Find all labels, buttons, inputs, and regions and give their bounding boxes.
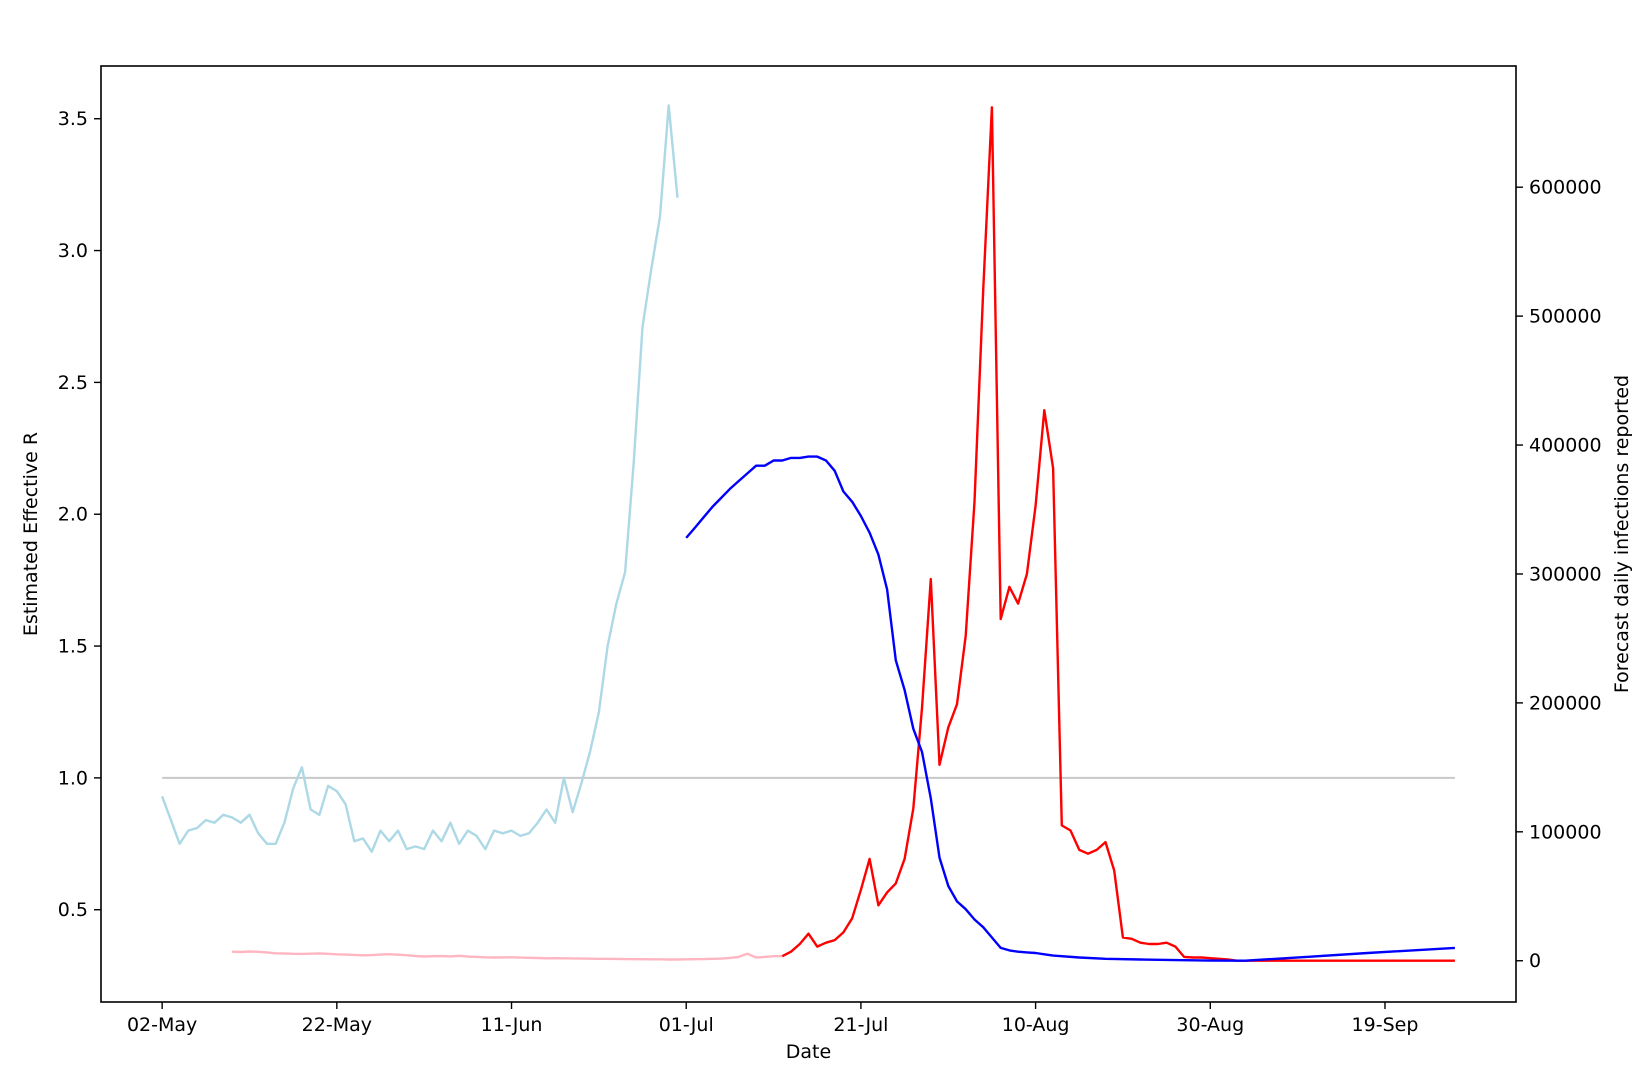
y-axis-left: 0.5 1.0 1.5 2.0 2.5 3.0 3.5 [58, 108, 101, 921]
y-right-tick-label: 500000 [1529, 306, 1602, 328]
x-axis: 02-May 22-May 11-Jun 01-Jul 21-Jul 10-Aug 30-A… [127, 1002, 1418, 1036]
y-left-tick-label: 3.0 [58, 240, 88, 262]
x-tick-label: 22-May [302, 1014, 372, 1036]
y-axis-right-label: Forecast daily infections reported [1611, 375, 1633, 693]
series-line-0 [160, 104, 679, 853]
series-layer [160, 104, 1455, 962]
y-left-tick-label: 1.5 [58, 636, 88, 658]
x-tick-label: 10-Aug [1002, 1014, 1070, 1036]
y-left-tick-label: 2.5 [58, 372, 88, 394]
x-tick-label: 30-Aug [1176, 1014, 1244, 1036]
y-right-tick-label: 400000 [1529, 435, 1602, 457]
x-tick-label: 19-Sep [1352, 1014, 1419, 1036]
y-axis-right: 0 100000 200000 300000 400000 500000 600000 [1516, 177, 1602, 972]
x-axis-label: Date [786, 1041, 831, 1063]
plot-frame [100, 65, 1517, 1003]
series-line-2 [781, 106, 1455, 962]
y-right-tick-label: 200000 [1529, 692, 1602, 714]
x-tick-label: 21-Jul [833, 1014, 888, 1036]
y-right-tick-label: 100000 [1529, 821, 1602, 843]
series-line-1 [231, 950, 783, 961]
y-axis-left-label: Estimated Effective R [20, 432, 42, 636]
y-left-tick-label: 0.5 [58, 899, 88, 921]
x-tick-label: 02-May [127, 1014, 197, 1036]
y-left-tick-label: 3.5 [58, 108, 88, 130]
x-tick-label: 01-Jul [659, 1014, 714, 1036]
y-right-tick-label: 300000 [1529, 563, 1602, 585]
y-left-tick-label: 1.0 [58, 767, 88, 789]
y-left-tick-label: 2.0 [58, 504, 88, 526]
y-right-tick-label: 0 [1529, 950, 1541, 972]
y-right-tick-label: 600000 [1529, 177, 1602, 199]
series-line-3 [685, 455, 1455, 962]
x-tick-label: 11-Jun [481, 1014, 543, 1036]
